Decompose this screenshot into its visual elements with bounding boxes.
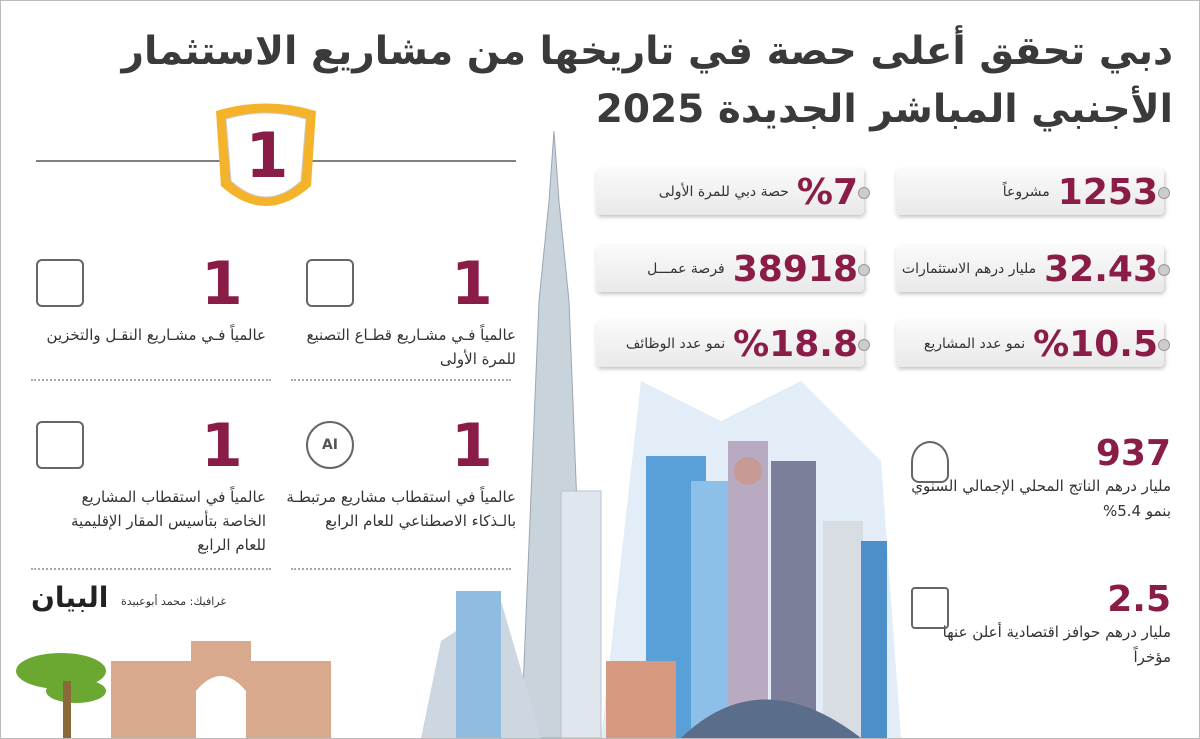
- economy-stat: 2.5 مليار درهم حوافز اقتصادية أعلن عنها م…: [901, 579, 1171, 670]
- stat-label: نمو عدد الوظائف: [625, 336, 726, 352]
- economy-text: مليار درهم الناتج المحلي الإجمالي السنوي…: [911, 477, 1171, 520]
- economy-text: مليار درهم حوافز اقتصادية أعلن عنها مؤخر…: [942, 623, 1171, 666]
- ranking-icon: AI: [306, 421, 354, 469]
- stat-value: 38918: [732, 248, 858, 290]
- ranking-number: 1: [451, 411, 493, 481]
- ranking: AI 1 عالمياً في استقطاب مشاريع مرتبطـة بال…: [286, 413, 516, 533]
- economy-icon: [911, 587, 949, 629]
- stat-pin: [858, 187, 870, 199]
- stat-pin: [858, 339, 870, 351]
- stat-label: مليار درهم الاستثمارات: [901, 261, 1037, 277]
- separator: [31, 568, 271, 570]
- logo: البيان: [31, 581, 109, 614]
- stat-box: نمو عدد الوظائف %18.8: [596, 321, 870, 367]
- ranking: 1 عالمياً في استقطاب المشاريع الخاصة بتأس…: [36, 413, 266, 557]
- stat-value: %7: [796, 171, 858, 213]
- ranking-number: 1: [451, 249, 493, 319]
- ranking-icon: [36, 421, 84, 469]
- stat-box: حصة دبي للمرة الأولى %7: [596, 169, 870, 215]
- ranking-text: عالمياً فـي مشـاريع قطـاع التصنيع للمرة …: [306, 326, 516, 368]
- stat-value: 32.43: [1044, 248, 1158, 290]
- ranking-text: عالمياً في استقطاب مشاريع مرتبطـة بالـذك…: [286, 488, 516, 530]
- ranking-text: عالمياً فـي مشـاريع النقـل والتخزين: [46, 326, 266, 344]
- credit: غرافيك: محمد أبوعبيدة: [121, 595, 227, 608]
- stat-label: فرصة عمـــل: [647, 261, 725, 277]
- stat-label: حصة دبي للمرة الأولى: [658, 184, 789, 200]
- ranking: 1 عالمياً فـي مشـاريع النقـل والتخزين: [36, 251, 266, 347]
- stat-label: مشروعاً: [1002, 184, 1050, 200]
- stat-box: فرصة عمـــل 38918: [596, 246, 870, 292]
- separator: [31, 379, 271, 381]
- stat-pin: [858, 264, 870, 276]
- stat-value: %10.5: [1033, 323, 1158, 365]
- separator: [291, 379, 511, 381]
- ranking-icon: [306, 259, 354, 307]
- ranking-number: 1: [201, 249, 243, 319]
- economy-value: 937: [1095, 433, 1171, 474]
- separator: [291, 568, 511, 570]
- stat-value: %18.8: [733, 323, 858, 365]
- stat-box: مليار درهم الاستثمارات 32.43: [896, 246, 1170, 292]
- economy-stat: 937 مليار درهم الناتج المحلي الإجمالي الس…: [901, 433, 1171, 524]
- ranking-icon: [36, 259, 84, 307]
- economy-icon: [911, 441, 949, 483]
- stat-box: مشروعاً 1253: [896, 169, 1170, 215]
- stat-pin: [1158, 187, 1170, 199]
- economy-value: 2.5: [1107, 579, 1171, 620]
- stat-label: نمو عدد المشاريع: [923, 336, 1026, 352]
- ranking-number: 1: [201, 411, 243, 481]
- stat-pin: [1158, 339, 1170, 351]
- stat-pin: [1158, 264, 1170, 276]
- ranking: 1 عالمياً فـي مشـاريع قطـاع التصنيع للمرة…: [286, 251, 516, 371]
- stat-box: نمو عدد المشاريع %10.5: [896, 321, 1170, 367]
- title: دبي تحقق أعلى حصة في تاريخها من مشاريع ا…: [121, 29, 1173, 132]
- stat-value: 1253: [1057, 171, 1158, 213]
- ranking-text: عالمياً في استقطاب المشاريع الخاصة بتأسي…: [71, 488, 266, 554]
- badge-rank: 1: [245, 119, 289, 192]
